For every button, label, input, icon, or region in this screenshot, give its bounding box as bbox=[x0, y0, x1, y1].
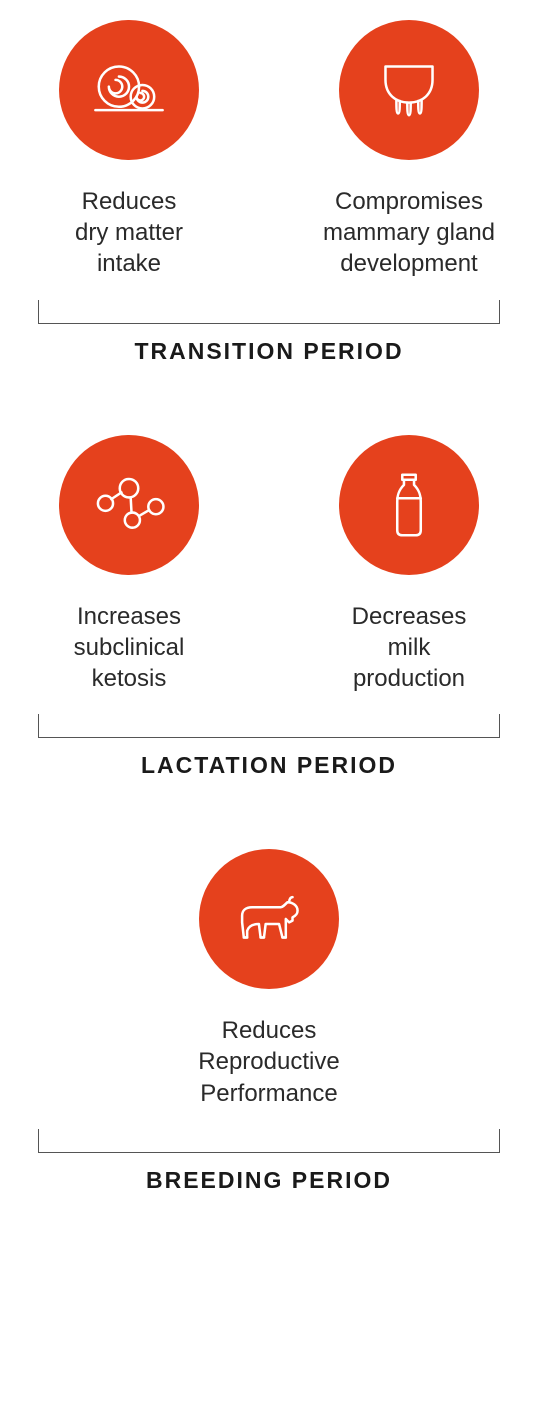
item-caption: Increasessubclinicalketosis bbox=[74, 601, 185, 695]
period-label: TRANSITION PERIOD bbox=[20, 338, 518, 365]
period-section: Reducesdry matterintake Compromisesmamma… bbox=[20, 20, 518, 365]
infographic-item: Increasessubclinicalketosis bbox=[29, 435, 229, 695]
period-bracket: BREEDING PERIOD bbox=[20, 1129, 518, 1194]
infographic-item: Compromisesmammary glanddevelopment bbox=[309, 20, 509, 280]
bracket-line bbox=[38, 714, 500, 738]
udder-icon bbox=[339, 20, 479, 160]
period-label: LACTATION PERIOD bbox=[20, 752, 518, 779]
hay-bales-icon bbox=[59, 20, 199, 160]
infographic-item: ReducesReproductivePerformance bbox=[169, 849, 369, 1109]
period-label: BREEDING PERIOD bbox=[20, 1167, 518, 1194]
item-caption: Reducesdry matterintake bbox=[75, 186, 183, 280]
connected-nodes-icon bbox=[59, 435, 199, 575]
period-bracket: LACTATION PERIOD bbox=[20, 714, 518, 779]
item-caption: Compromisesmammary glanddevelopment bbox=[323, 186, 495, 280]
period-section: Increasessubclinicalketosis Decreasesmil… bbox=[20, 435, 518, 780]
bracket-line bbox=[38, 1129, 500, 1153]
milk-bottle-icon bbox=[339, 435, 479, 575]
period-bracket: TRANSITION PERIOD bbox=[20, 300, 518, 365]
item-caption: Decreasesmilkproduction bbox=[352, 601, 467, 695]
period-section: ReducesReproductivePerformance BREEDING P… bbox=[20, 849, 518, 1194]
infographic-item: Reducesdry matterintake bbox=[29, 20, 229, 280]
infographic-root: Reducesdry matterintake Compromisesmamma… bbox=[20, 20, 518, 1194]
item-caption: ReducesReproductivePerformance bbox=[198, 1015, 339, 1109]
infographic-item: Decreasesmilkproduction bbox=[309, 435, 509, 695]
cow-icon bbox=[199, 849, 339, 989]
icon-row: ReducesReproductivePerformance bbox=[20, 849, 518, 1109]
bracket-line bbox=[38, 300, 500, 324]
icon-row: Increasessubclinicalketosis Decreasesmil… bbox=[20, 435, 518, 695]
icon-row: Reducesdry matterintake Compromisesmamma… bbox=[20, 20, 518, 280]
